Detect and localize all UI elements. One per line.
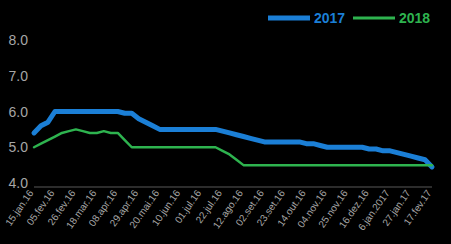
x-tick-label: 17.fev.17	[401, 187, 433, 227]
legend-swatch	[353, 17, 395, 20]
y-tick	[31, 75, 33, 76]
y-tick-label: 6.0	[9, 104, 29, 120]
background	[0, 0, 451, 244]
x-axis	[34, 187, 432, 188]
y-tick-label: 8.0	[9, 32, 29, 48]
chart: 4.05.06.07.08.015.jan.1605.fev.1626.fev.…	[0, 0, 451, 244]
y-tick-label: 5.0	[9, 139, 29, 155]
plot-area	[34, 112, 432, 167]
series-line	[34, 112, 432, 167]
y-tick	[31, 111, 33, 112]
y-tick	[31, 183, 33, 184]
legend-label: 2018	[399, 10, 430, 26]
y-tick	[31, 40, 33, 41]
y-tick-label: 7.0	[9, 68, 29, 84]
y-tick	[31, 147, 33, 148]
legend-swatch	[268, 16, 310, 21]
legend-label: 2017	[314, 10, 345, 26]
series-line	[34, 129, 432, 165]
